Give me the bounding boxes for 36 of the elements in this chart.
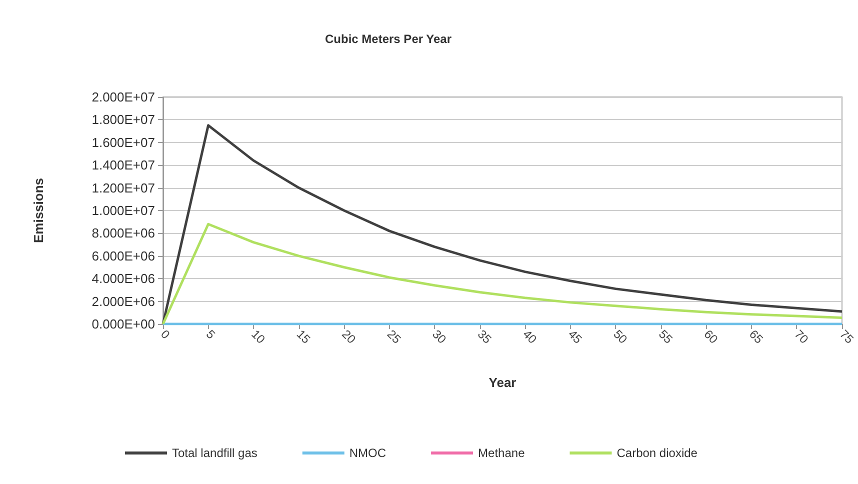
x-tick-label: 65 — [746, 327, 766, 347]
x-tick-label: 30 — [430, 327, 450, 347]
y-tick-label: 1.600E+07 — [92, 134, 155, 150]
x-tick-label: 10 — [248, 327, 268, 347]
x-tick-label: 60 — [701, 327, 721, 347]
y-tick-label: 8.000E+06 — [92, 226, 155, 241]
x-tick-label: 15 — [294, 327, 314, 347]
y-axis-title: Emissions — [31, 178, 46, 244]
legend-label: Carbon dioxide — [616, 446, 698, 460]
x-tick-label: 35 — [474, 327, 494, 347]
y-tick-label: 4.000E+06 — [92, 271, 155, 286]
x-tick-label: 20 — [339, 327, 359, 347]
y-tick-label: 1.000E+07 — [92, 203, 155, 218]
y-tick-label: 1.800E+07 — [92, 112, 155, 128]
x-tick-label: 50 — [610, 327, 630, 347]
legend-label: Total landfill gas — [172, 446, 258, 460]
y-tick-label: 1.400E+07 — [92, 158, 155, 173]
x-tick-label: 55 — [656, 327, 676, 347]
y-tick-label: 1.200E+07 — [92, 180, 155, 196]
x-axis-title: Year — [488, 375, 516, 390]
line-series — [162, 222, 844, 326]
x-tick-label: 75 — [837, 327, 857, 347]
x-tick-label: 0 — [158, 327, 173, 342]
y-tick-label: 0.000E+00 — [92, 316, 155, 332]
legend-label: NMOC — [349, 446, 386, 460]
x-tick-label: 45 — [565, 327, 586, 347]
y-tick-label: 6.000E+06 — [92, 248, 155, 264]
x-tick-label: 25 — [384, 327, 404, 347]
x-tick-label: 40 — [520, 327, 540, 347]
y-tick-label: 2.000E+06 — [92, 294, 155, 309]
legend-label: Methane — [478, 446, 526, 460]
line-series — [162, 124, 844, 326]
x-tick-label: 5 — [203, 327, 218, 342]
x-tick-label: 70 — [792, 327, 812, 347]
chart-title: Cubic Meters Per Year — [325, 32, 452, 46]
y-tick-label: 2.000E+07 — [92, 90, 155, 104]
